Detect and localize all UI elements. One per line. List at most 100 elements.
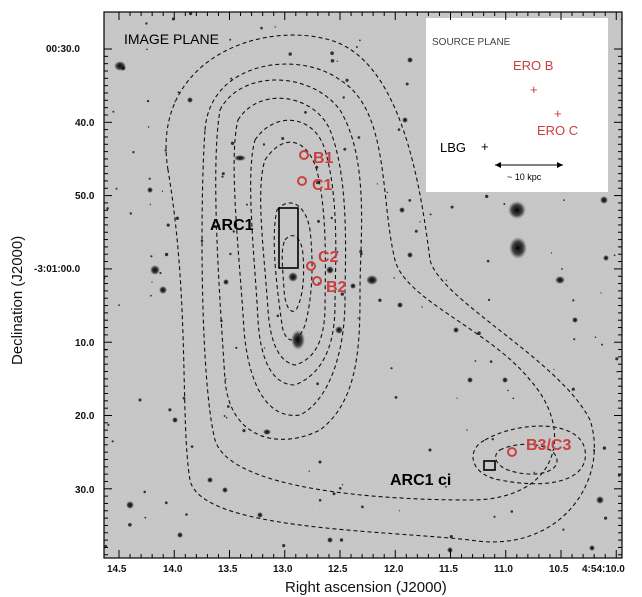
marker-b2: [312, 276, 322, 286]
label-b1: B1: [313, 150, 334, 167]
speckle: [226, 405, 230, 408]
speckle: [421, 306, 423, 308]
galaxy: [223, 279, 229, 285]
scale-bar: [495, 162, 563, 168]
speckle: [230, 141, 235, 145]
galaxy: [138, 398, 142, 402]
speckle: [507, 389, 509, 392]
speckle: [357, 317, 359, 319]
speckle: [503, 203, 506, 205]
speckle: [107, 423, 110, 426]
source-marker-ero-b: +: [530, 82, 538, 97]
galaxy: [150, 265, 160, 275]
galaxy: [366, 275, 378, 285]
speckle: [510, 510, 514, 513]
speckle: [616, 370, 618, 373]
speckle: [592, 449, 596, 452]
x-tick-label: 14.0: [163, 564, 183, 575]
speckle: [161, 190, 164, 192]
speckle: [341, 484, 344, 486]
arc1-box: [278, 207, 299, 269]
y-tick-label: 00:30.0: [46, 44, 80, 55]
speckle: [246, 203, 248, 206]
x-tick-label: 11.5: [439, 564, 458, 575]
galaxy: [207, 477, 213, 483]
speckle: [129, 212, 132, 215]
speckle: [602, 446, 607, 450]
speckle: [466, 429, 468, 431]
speckle: [573, 338, 576, 341]
galaxy: [263, 429, 271, 435]
x-tick-label: 13.5: [218, 564, 238, 575]
label-arc1-ci: ARC1 ci: [390, 472, 451, 489]
speckle: [182, 396, 186, 400]
speckle: [553, 368, 555, 370]
speckle: [229, 38, 232, 41]
label-arc1: ARC1: [210, 217, 254, 234]
y-tick-labels: 00:30.0 40.0 50.0 -3:01:00.0 10.0 20.0 3…: [34, 44, 95, 496]
speckle: [104, 544, 108, 548]
galaxy: [508, 201, 526, 219]
speckle: [563, 199, 565, 202]
speckle: [166, 223, 170, 227]
galaxy: [402, 117, 408, 123]
galaxy: [603, 255, 609, 261]
x-tick-label: 11.0: [494, 564, 513, 575]
galaxy: [407, 57, 413, 63]
x-axis-label: Right ascension (J2000): [285, 579, 447, 596]
y-tick-label: -3:01:00.0: [34, 264, 81, 275]
speckle: [146, 48, 148, 51]
speckle: [330, 59, 335, 63]
galaxy: [187, 97, 193, 103]
speckle: [235, 346, 238, 349]
speckle: [561, 268, 563, 270]
speckle: [342, 96, 345, 99]
speckle: [230, 77, 233, 80]
speckle: [308, 470, 310, 472]
mass-contours: [165, 34, 595, 543]
y-tick-label: 20.0: [75, 411, 95, 422]
galaxy: [596, 496, 604, 504]
marker-b1: [299, 150, 309, 160]
image-plane-title: IMAGE PLANE: [124, 31, 219, 47]
label-c1: C1: [312, 177, 333, 194]
source-marker-ero-c: +: [554, 106, 562, 121]
speckle: [345, 78, 349, 82]
speckle: [339, 538, 344, 542]
speckle: [386, 191, 389, 194]
x-tick-label: 12.5: [328, 564, 348, 575]
speckle: [219, 224, 221, 226]
speckle: [185, 513, 188, 516]
source-marker-lbg: +: [481, 139, 489, 154]
speckle: [115, 187, 118, 190]
galaxy: [555, 276, 565, 284]
speckle: [393, 277, 396, 279]
galaxy: [257, 512, 263, 518]
speckle: [339, 487, 342, 490]
speckle: [144, 516, 147, 519]
speckle: [512, 397, 515, 400]
speckle: [288, 52, 292, 56]
source-plane-title: SOURCE PLANE: [432, 37, 511, 48]
speckle: [491, 438, 494, 441]
plot-frame: [103, 11, 623, 559]
speckle: [571, 387, 575, 391]
speckle: [378, 298, 382, 302]
galaxy: [335, 326, 343, 334]
speckle: [394, 396, 398, 399]
y-axis-label: Declination (J2000): [9, 236, 26, 365]
speckle: [449, 535, 453, 539]
speckle: [600, 292, 602, 294]
marker-c2: [306, 261, 316, 271]
speckle: [489, 360, 493, 363]
speckle: [376, 183, 378, 185]
galaxy: [318, 460, 322, 464]
speckle: [359, 250, 363, 254]
speckle: [562, 528, 565, 531]
galaxy: [120, 65, 126, 71]
x-tick-label: 12.0: [384, 564, 404, 575]
source-label-ero-b: ERO B: [513, 58, 553, 73]
speckle: [143, 490, 146, 494]
speckle: [149, 203, 151, 206]
speckle: [390, 367, 393, 370]
